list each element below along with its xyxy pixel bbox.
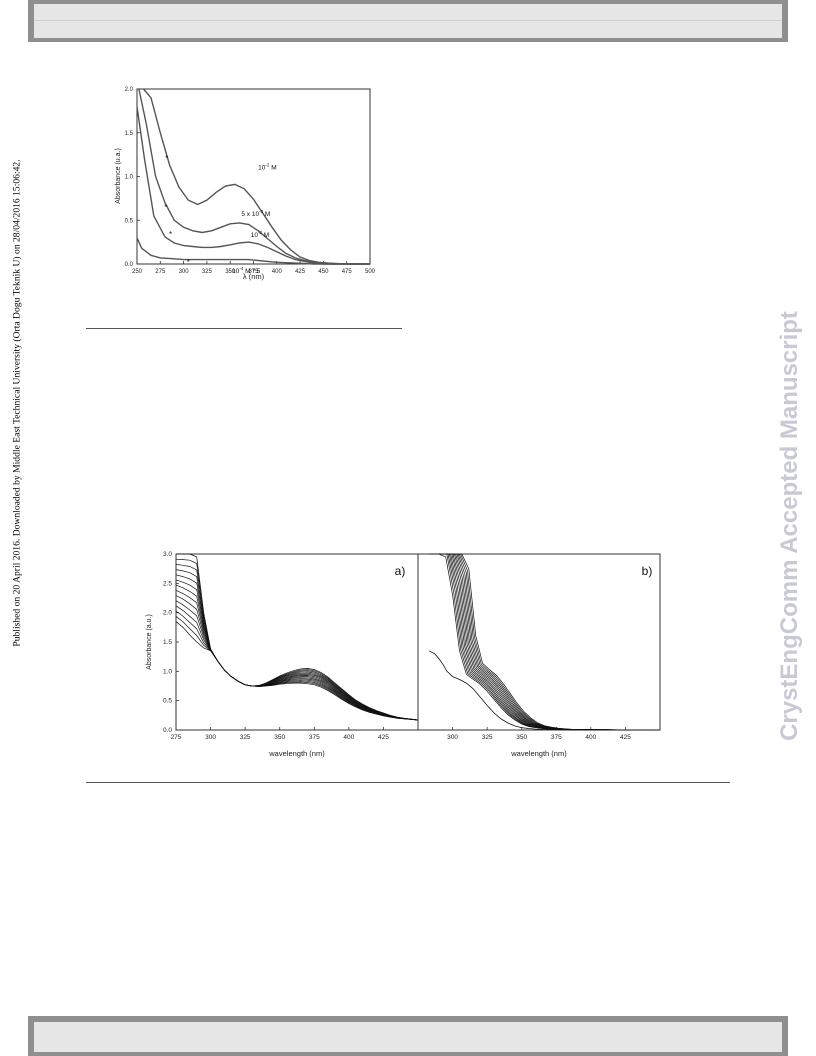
x-axis-title: λ (nm) — [243, 272, 265, 281]
y-axis-title: Absorbance (a.u.) — [146, 614, 153, 670]
x-tick-label: 250 — [132, 269, 143, 275]
y-tick-label: 2.0 — [163, 610, 172, 617]
x-tick-label: 400 — [272, 269, 283, 275]
panel-b-frame — [417, 553, 661, 731]
series-marker: * — [164, 203, 167, 212]
y-tick-label: 0.5 — [163, 698, 172, 705]
figure-divider-1 — [86, 328, 402, 329]
titration-curve-a — [176, 553, 419, 721]
y-axis-title: Absorbance (u.a.) — [115, 148, 122, 204]
panel-b-x-axis-title: wavelength (nm) — [510, 749, 567, 758]
panel-b-label: b) — [642, 564, 653, 578]
titration-curve-a — [175, 616, 419, 721]
x-tick-label: 500 — [365, 269, 376, 275]
titration-curve-a — [175, 579, 419, 721]
x-tick-label: 375 — [309, 734, 320, 741]
titration-curve-a — [175, 574, 419, 721]
series-line — [138, 88, 370, 265]
x-tick-label: 425 — [378, 734, 389, 741]
y-tick-label: 0.5 — [125, 218, 134, 224]
y-tick-label: 3.0 — [163, 551, 172, 558]
y-tick-label: 2.0 — [125, 87, 134, 93]
panel-a-frame — [175, 553, 419, 731]
y-tick-label: 1.5 — [125, 131, 134, 137]
x-tick-label: 350 — [274, 734, 285, 741]
y-tick-label: 2.5 — [163, 580, 172, 587]
x-tick-label: 325 — [202, 269, 213, 275]
x-tick-label: 350 — [516, 734, 527, 741]
x-tick-label: 300 — [447, 734, 458, 741]
x-tick-label: 275 — [171, 734, 182, 741]
titration-absorbance-chart: 275 300 325 350 375 400 425 300 325 350 375 400 425 0… — [146, 551, 661, 758]
x-tick-label: 350 — [225, 269, 236, 275]
x-tick-label: 275 — [155, 269, 166, 275]
y-tick-label: 0.0 — [125, 262, 134, 268]
x-tick-label: 325 — [482, 734, 493, 741]
panel-a-x-axis-title: wavelength (nm) — [268, 749, 325, 758]
bottom-page-bar — [28, 1016, 788, 1056]
titration-curve-a — [175, 605, 419, 721]
x-tick-label: 375 — [248, 269, 259, 275]
x-tick-label: 325 — [240, 734, 251, 741]
titration-curve-a — [175, 589, 419, 721]
x-tick-label: 425 — [295, 269, 306, 275]
x-tick-label: 475 — [342, 269, 353, 275]
series-label: 10-3 M — [251, 230, 269, 239]
titration-curve-b — [439, 553, 657, 731]
titration-curve-a — [175, 600, 419, 721]
x-tick-label: 400 — [585, 734, 596, 741]
figure-divider-2 — [86, 782, 730, 783]
journal-watermark-text: CrystEngComm Accepted Manuscript — [776, 311, 803, 741]
titration-curve-a — [175, 595, 419, 721]
y-tick-label: 1.0 — [125, 175, 134, 181]
series-label: 5 x 10-3 M — [241, 209, 270, 218]
series-line — [136, 237, 370, 265]
titration-curve-b — [436, 553, 654, 731]
series-line — [136, 106, 370, 265]
x-tick-label: 300 — [179, 269, 190, 275]
publication-stamp-text: Published on 20 April 2016. Downloaded b… — [11, 159, 23, 647]
titration-curve-b — [437, 553, 655, 731]
x-tick-label: 375 — [551, 734, 562, 741]
series-marker: * — [169, 230, 172, 239]
titration-curve-a — [175, 564, 419, 721]
journal-watermark: CrystEngComm Accepted Manuscript — [773, 250, 807, 802]
series-marker: * — [187, 258, 190, 267]
y-tick-label: 0.0 — [163, 727, 172, 734]
titration-curve-a — [175, 610, 419, 721]
titration-curve-a — [175, 558, 419, 721]
x-tick-label: 300 — [205, 734, 216, 741]
top-page-bar — [28, 0, 788, 42]
titration-curve-a — [175, 569, 419, 721]
publication-stamp: Published on 20 April 2016. Downloaded b… — [10, 130, 24, 676]
x-tick-label: 425 — [620, 734, 631, 741]
concentration-absorbance-chart: 250 275 300 325 350 375 400 425 450 475 500 0.0 0.5 1… — [115, 87, 376, 281]
base-curve-b — [428, 650, 660, 731]
series-label: 10-4 M * 5 — [232, 266, 261, 275]
panel-a-label: a) — [395, 564, 406, 578]
y-tick-label: 1.5 — [163, 639, 172, 646]
series-marker: * — [165, 154, 168, 163]
y-tick-label: 1.0 — [163, 668, 172, 675]
titration-curve-b — [442, 553, 660, 731]
x-tick-label: 450 — [318, 269, 329, 275]
series-label: 10-2 M — [258, 163, 276, 172]
x-tick-label: 400 — [343, 734, 354, 741]
